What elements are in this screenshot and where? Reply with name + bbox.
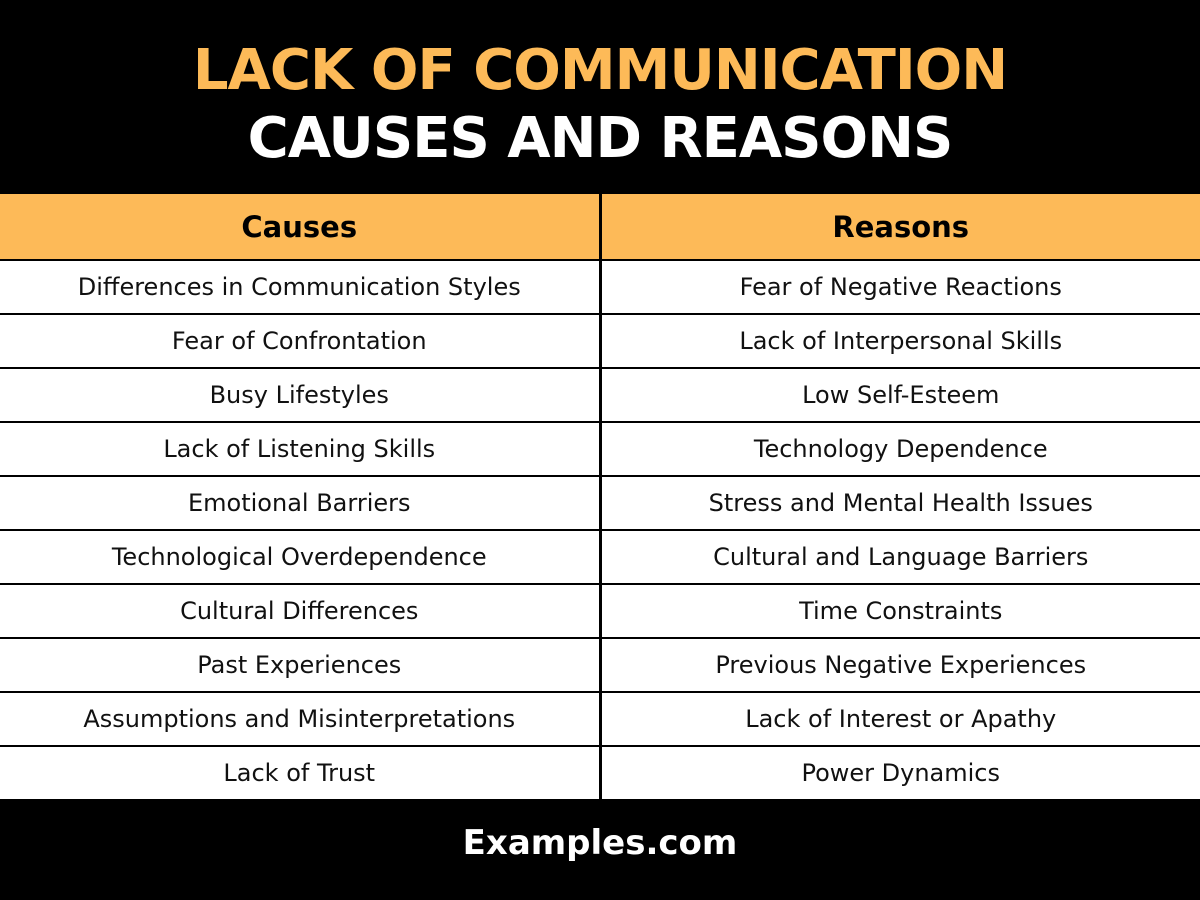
reason-cell: Cultural and Language Barriers	[600, 530, 1200, 585]
reason-cell: Lack of Interest or Apathy	[600, 692, 1200, 747]
cause-cell: Emotional Barriers	[0, 476, 602, 531]
reason-cell: Stress and Mental Health Issues	[600, 476, 1200, 531]
table-row: Emotional Barriers Stress and Mental Heal…	[0, 476, 1200, 531]
cause-cell: Lack of Listening Skills	[0, 422, 602, 477]
cause-cell: Differences in Communication Styles	[0, 260, 602, 315]
table-row: Technological Overdependence Cultural and…	[0, 530, 1200, 585]
table-row: Fear of Confrontation Lack of Interperson…	[0, 314, 1200, 369]
footer-brand: Examples.com	[462, 823, 738, 863]
header-causes: Causes	[0, 194, 602, 261]
cause-cell: Past Experiences	[0, 638, 602, 693]
table-row: Lack of Trust Power Dynamics	[0, 746, 1200, 799]
reason-cell: Previous Negative Experiences	[600, 638, 1200, 693]
cause-cell: Lack of Trust	[0, 746, 602, 799]
cause-cell: Technological Overdependence	[0, 530, 602, 585]
title-line-2: CAUSES AND REASONS	[247, 106, 954, 171]
table-row: Busy Lifestyles Low Self-Esteem	[0, 368, 1200, 423]
title-line-1: LACK OF COMMUNICATION	[192, 38, 1008, 103]
table-header-row: Causes Reasons	[0, 194, 1200, 261]
reason-cell: Time Constraints	[600, 584, 1200, 639]
cause-cell: Fear of Confrontation	[0, 314, 602, 369]
reason-cell: Low Self-Esteem	[600, 368, 1200, 423]
reason-cell: Power Dynamics	[600, 746, 1200, 799]
title-banner: LACK OF COMMUNICATION CAUSES AND REASONS	[0, 0, 1200, 194]
reason-cell: Lack of Interpersonal Skills	[600, 314, 1200, 369]
cause-cell: Busy Lifestyles	[0, 368, 602, 423]
reason-cell: Technology Dependence	[600, 422, 1200, 477]
causes-reasons-table: Causes Reasons Differences in Communicat…	[0, 194, 1200, 799]
cause-cell: Assumptions and Misinterpretations	[0, 692, 602, 747]
reason-cell: Fear of Negative Reactions	[600, 260, 1200, 315]
table-row: Cultural Differences Time Constraints	[0, 584, 1200, 639]
table-row: Assumptions and Misinterpretations Lack o…	[0, 692, 1200, 747]
table-row: Past Experiences Previous Negative Experi…	[0, 638, 1200, 693]
table-row: Differences in Communication Styles Fear …	[0, 260, 1200, 315]
header-reasons: Reasons	[600, 194, 1200, 261]
table-row: Lack of Listening Skills Technology Depen…	[0, 422, 1200, 477]
cause-cell: Cultural Differences	[0, 584, 602, 639]
